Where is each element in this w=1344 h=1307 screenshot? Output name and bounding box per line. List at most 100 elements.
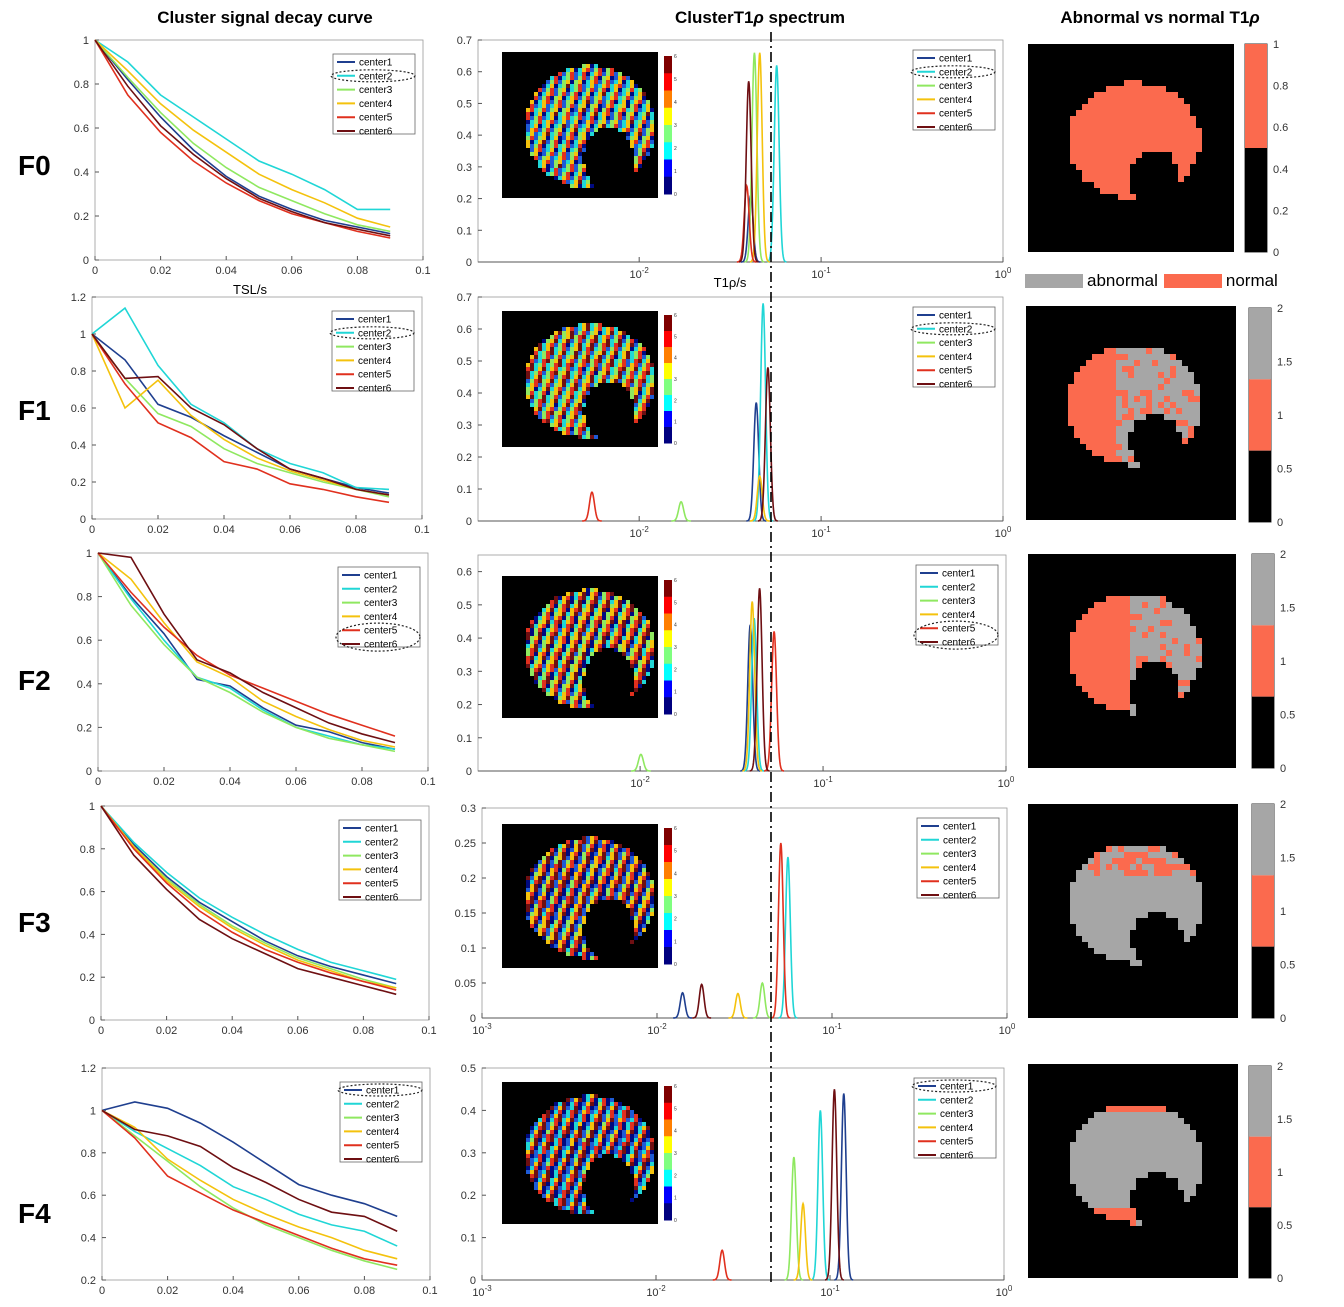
cluster-map-pixel — [570, 379, 574, 383]
cluster-map-pixel — [618, 884, 622, 888]
legend-label-center6: center6 — [939, 380, 973, 391]
cluster-map-pixel — [642, 880, 646, 884]
binary-map-pixel — [1166, 122, 1172, 128]
cluster-map-pixel — [562, 864, 566, 868]
cluster-map-pixel — [586, 856, 590, 860]
binary-map-pixel — [1116, 372, 1122, 378]
cluster-map-pixel — [598, 112, 602, 116]
cluster-map-pixel — [566, 1190, 570, 1194]
cluster-map-pixel — [534, 928, 538, 932]
binary-map-pixel — [1178, 894, 1184, 900]
x-tick-label: 100 — [999, 1022, 1016, 1037]
cluster-map-pixel — [570, 1114, 574, 1118]
cluster-map-pixel — [526, 896, 530, 900]
cluster-map-pixel — [634, 1118, 638, 1122]
cluster-map-pixel — [598, 620, 602, 624]
cluster-map-pixel — [590, 1138, 594, 1142]
cluster-map-pixel — [562, 644, 566, 648]
cluster-map-pixel — [582, 912, 586, 916]
binary-map-pixel — [1106, 858, 1112, 864]
cluster-map-pixel — [554, 176, 558, 180]
cluster-map-pixel — [606, 860, 610, 864]
y-tick-label: 0 — [83, 255, 89, 267]
binary-map-pixel — [1118, 918, 1124, 924]
cluster-map-pixel — [530, 892, 534, 896]
cluster-map-pixel — [582, 76, 586, 80]
cluster-map-pixel — [642, 140, 646, 144]
cluster-map-pixel — [546, 900, 550, 904]
cluster-map-pixel — [562, 692, 566, 696]
y-tick-label: 0.6 — [77, 635, 92, 647]
cluster-map-pixel — [634, 168, 638, 172]
cluster-colorbar-segment — [664, 913, 672, 931]
cluster-map-pixel — [630, 387, 634, 391]
cluster-map-pixel — [634, 876, 638, 880]
cluster-map-pixel — [638, 1166, 642, 1170]
cluster-map-pixel — [590, 1114, 594, 1118]
binary-map-pixel — [1106, 936, 1112, 942]
binary-map-pixel — [1184, 638, 1190, 644]
cluster-map-pixel — [650, 912, 654, 916]
binary-map-pixel — [1100, 620, 1106, 626]
cluster-map-pixel — [602, 347, 606, 351]
binary-map-pixel — [1112, 92, 1118, 98]
cluster-map-pixel — [546, 656, 550, 660]
binary-map-pixel — [1100, 146, 1106, 152]
cluster-map-pixel — [534, 648, 538, 652]
binary-map-pixel — [1152, 354, 1158, 360]
cluster-map-pixel — [570, 652, 574, 656]
binary-map-pixel — [1160, 122, 1166, 128]
binary-map-pixel — [1118, 924, 1124, 930]
binary-map-pixel — [1124, 858, 1130, 864]
binary-map-pixel — [1184, 104, 1190, 110]
binary-map-pixel — [1076, 1190, 1082, 1196]
cluster-map-pixel — [626, 884, 630, 888]
legend-label-center5: center5 — [942, 624, 976, 635]
binary-map-pixel — [1106, 692, 1112, 698]
binary-map-pixel — [1142, 86, 1148, 92]
cluster-map-pixel — [586, 343, 590, 347]
cluster-map-pixel — [574, 108, 578, 112]
cluster-map-pixel — [634, 864, 638, 868]
cluster-map-pixel — [550, 1146, 554, 1150]
cluster-map-pixel — [634, 120, 638, 124]
cluster-map-pixel — [566, 1154, 570, 1158]
cluster-map-pixel — [570, 1138, 574, 1142]
y-tick-label: 0.1 — [461, 1233, 476, 1245]
cluster-map-pixel — [614, 616, 618, 620]
cluster-map-pixel — [574, 632, 578, 636]
cluster-map-pixel — [582, 335, 586, 339]
binary-map-pixel — [1070, 1142, 1076, 1148]
binary-map-pixel — [1176, 360, 1182, 366]
cluster-map-pixel — [622, 375, 626, 379]
cluster-map-pixel — [622, 648, 626, 652]
cluster-map-pixel — [578, 1118, 582, 1122]
binary-map-pixel — [1076, 140, 1082, 146]
cluster-map-pixel — [570, 343, 574, 347]
cluster-map-pixel — [598, 347, 602, 351]
cluster-map-pixel — [614, 872, 618, 876]
binary-map-pixel — [1130, 1142, 1136, 1148]
cluster-map-pixel — [554, 104, 558, 108]
cluster-map-pixel — [586, 96, 590, 100]
binary-map-pixel — [1106, 614, 1112, 620]
cluster-map-pixel — [538, 912, 542, 916]
cluster-map-pixel — [642, 116, 646, 120]
cluster-map-pixel — [554, 884, 558, 888]
cluster-map-pixel — [582, 172, 586, 176]
binary-map-pixel — [1118, 1184, 1124, 1190]
cluster-map-pixel — [594, 343, 598, 347]
cluster-map-pixel — [590, 604, 594, 608]
cluster-map-pixel — [570, 104, 574, 108]
binary-map-pixel — [1112, 152, 1118, 158]
x-tick-label: 0.04 — [222, 1285, 243, 1297]
cluster-map-pixel — [582, 1150, 586, 1154]
cluster-map-pixel — [638, 112, 642, 116]
cluster-map-pixel — [570, 900, 574, 904]
cluster-map-pixel — [630, 860, 634, 864]
cluster-map-pixel — [538, 351, 542, 355]
cluster-map-pixel — [578, 108, 582, 112]
binary-map-pixel — [1124, 704, 1130, 710]
cluster-map-pixel — [602, 868, 606, 872]
cluster-map-pixel — [578, 616, 582, 620]
